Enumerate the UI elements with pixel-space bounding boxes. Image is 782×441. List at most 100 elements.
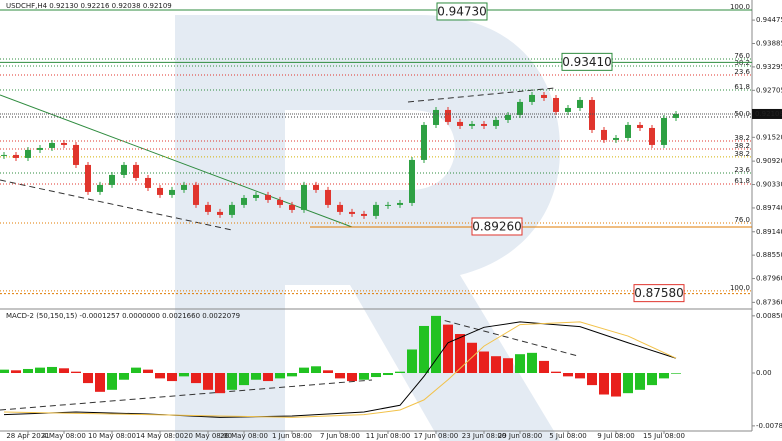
histogram-bar (623, 373, 633, 394)
x-tick-label: 7 Jun 08:00 (320, 432, 360, 440)
candle (37, 147, 43, 150)
trendlines (0, 87, 579, 411)
histogram-bar (107, 373, 117, 390)
candle (445, 109, 451, 122)
histogram-bar (71, 371, 81, 374)
histogram-bar (431, 315, 441, 374)
histogram-bar (539, 360, 549, 374)
candle (157, 187, 163, 195)
last-price-box (752, 108, 782, 119)
x-tick-label: 15 Jul 08:00 (643, 432, 685, 440)
histogram-bar (443, 324, 453, 374)
candle (169, 189, 175, 195)
watermark (175, 15, 560, 441)
histogram-bar (299, 367, 309, 374)
candle (1, 154, 7, 156)
fib-label: 38.2 (734, 142, 750, 150)
fib-label: 23.6 (734, 68, 750, 76)
x-tick-label: 5 Jul 08:00 (549, 432, 587, 440)
histogram-bar (155, 373, 165, 379)
candle (13, 154, 19, 158)
price-box-label: 0.87580 (634, 286, 684, 300)
x-tick-label: 26 May 08:00 (220, 432, 268, 440)
y-tick-label: 0.0085055 (756, 312, 782, 320)
histogram-bar (635, 373, 645, 390)
histogram-bar (251, 373, 261, 380)
candle (505, 114, 511, 120)
candle (397, 202, 403, 205)
histogram-bar (659, 373, 669, 379)
candle (577, 99, 583, 108)
histogram-bar (515, 354, 525, 374)
histogram-bar (527, 352, 537, 374)
histogram-bar (647, 373, 657, 386)
price-box-label: 0.93410 (562, 55, 612, 69)
candle (133, 164, 139, 178)
price-box (436, 2, 488, 21)
candle (205, 204, 211, 212)
histogram-bar (347, 373, 357, 382)
indicator-title: MACD-2 (50,150,15) -0.0001257 0.0000000 … (6, 312, 240, 320)
fib-label: 100.0 (730, 284, 750, 292)
x-tick-label: 1 Jun 08:00 (272, 432, 312, 440)
histogram-bar (479, 351, 489, 374)
histogram-bar (143, 369, 153, 374)
candle (361, 213, 367, 216)
histogram-bar (239, 373, 249, 386)
candle (457, 121, 463, 126)
candle (229, 204, 235, 215)
x-tick-label: 10 May 08:00 (88, 432, 136, 440)
histogram-bar (263, 373, 273, 382)
x-tick-label: 20 May 08:00 (184, 432, 232, 440)
histogram-bar (407, 349, 417, 374)
price-box (561, 52, 613, 71)
candle (313, 184, 319, 190)
histogram-bar (335, 373, 345, 379)
candle (253, 194, 259, 198)
candle (49, 142, 55, 148)
histogram-bar (275, 373, 285, 379)
x-tick-label: 28 Apr 2021 (6, 432, 49, 440)
candle (25, 149, 31, 158)
y-tick-label: -0.0078661 (756, 422, 782, 430)
candle (517, 101, 523, 115)
last-price-label: 0.92109 (755, 110, 782, 118)
candle (661, 117, 667, 145)
candle (649, 127, 655, 145)
histogram-bar (227, 373, 237, 390)
chart-title: USDCHF,H4 0.92130 0.92216 0.92038 0.9210… (6, 2, 172, 10)
x-tick-label: 23 Jun 08:00 (462, 432, 506, 440)
candle (337, 204, 343, 212)
histogram-bar (47, 366, 57, 374)
candle (193, 184, 199, 205)
candle (73, 144, 79, 165)
candle (217, 211, 223, 215)
y-tick-label: 0.94475 (756, 16, 782, 24)
histogram-bar (0, 369, 9, 374)
candle (673, 113, 679, 118)
y-tick-label: 0.87360 (756, 298, 782, 306)
macd-line (3, 321, 677, 418)
candle (325, 189, 331, 205)
histogram-bar (311, 366, 321, 374)
histogram-bar (59, 368, 69, 374)
candle (289, 204, 295, 210)
histogram-bar (95, 373, 105, 392)
candle (601, 129, 607, 140)
fib-label: 76.0 (734, 52, 750, 60)
histogram-bar (167, 373, 177, 382)
price-box-label: 0.94730 (437, 4, 487, 18)
candle (385, 204, 391, 206)
candle (529, 94, 535, 102)
y-tick-label: 0.92705 (756, 86, 782, 94)
fib-label: 76.0 (734, 216, 750, 224)
candle (421, 124, 427, 160)
histogram-bar (503, 358, 513, 374)
candle (553, 97, 559, 112)
x-tick-label: 11 Jun 08:00 (366, 432, 410, 440)
histogram-bar (383, 373, 393, 376)
